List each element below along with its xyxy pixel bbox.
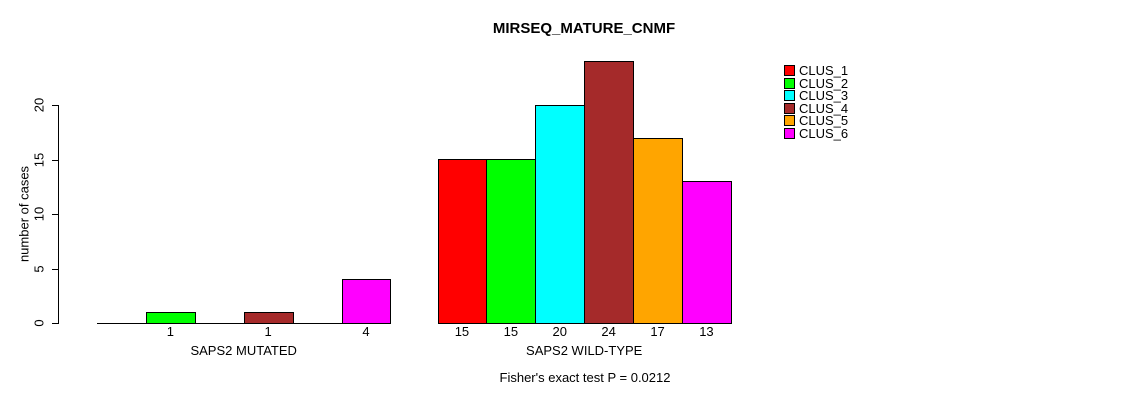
- legend-label: CLUS_6: [799, 125, 849, 141]
- y-axis-tick: [52, 105, 58, 106]
- y-axis-tick: [52, 214, 58, 215]
- bar-value-label: 15: [503, 324, 519, 339]
- fisher-test-annotation: Fisher's exact test P = 0.0212: [499, 370, 671, 385]
- legend-swatch: [784, 77, 795, 89]
- bar-clus_6-mutated: [341, 279, 392, 324]
- y-tick-label: 15: [31, 152, 47, 167]
- bar-clus_4-wildtype: [584, 61, 635, 324]
- y-tick-label: 10: [31, 206, 47, 222]
- y-tick-label: 20: [31, 97, 47, 113]
- y-tick-label: 0: [31, 319, 47, 327]
- bar-value-label: 24: [601, 324, 616, 339]
- bar-clus_2-mutated: [145, 312, 196, 324]
- y-axis-tick: [52, 268, 58, 270]
- legend-swatch: [784, 127, 795, 139]
- group-label: SAPS2 WILD-TYPE: [526, 343, 643, 358]
- bar-value-label: 4: [362, 324, 370, 339]
- bar-value-label: 13: [699, 324, 714, 339]
- bar-clus_4-mutated: [243, 312, 294, 324]
- bar-value-label: 1: [166, 324, 174, 339]
- y-axis-title: number of cases: [16, 165, 32, 263]
- y-axis-tick: [52, 159, 58, 161]
- bar-value-label: 17: [650, 324, 665, 339]
- legend-label: CLUS_4: [799, 100, 849, 116]
- legend-swatch: [784, 102, 795, 114]
- legend-label: CLUS_1: [799, 63, 849, 78]
- bar-value-label: 20: [552, 324, 567, 339]
- legend-swatch: [784, 65, 795, 76]
- legend-label: CLUS_2: [799, 75, 849, 91]
- y-axis-line: [58, 105, 59, 324]
- group-label: SAPS2 MUTATED: [190, 343, 297, 358]
- bar-clus_2-wildtype: [486, 159, 537, 324]
- bar-value-label: 15: [454, 324, 470, 339]
- bar-value-label: 1: [264, 324, 272, 339]
- legend-label: CLUS_5: [799, 113, 849, 128]
- bar-clus_1-wildtype: [437, 159, 488, 324]
- y-tick-label: 5: [31, 264, 47, 273]
- chart-title: MIRSEQ_MATURE_CNMF: [492, 20, 676, 37]
- legend-swatch: [784, 90, 795, 101]
- legend-label: CLUS_3: [799, 88, 849, 103]
- bar-clus_5-wildtype: [633, 138, 683, 324]
- bar-clus_3-wildtype: [535, 105, 586, 324]
- legend-swatch: [784, 115, 795, 126]
- bar-clus_6-wildtype: [682, 181, 732, 324]
- y-axis-tick: [52, 323, 58, 324]
